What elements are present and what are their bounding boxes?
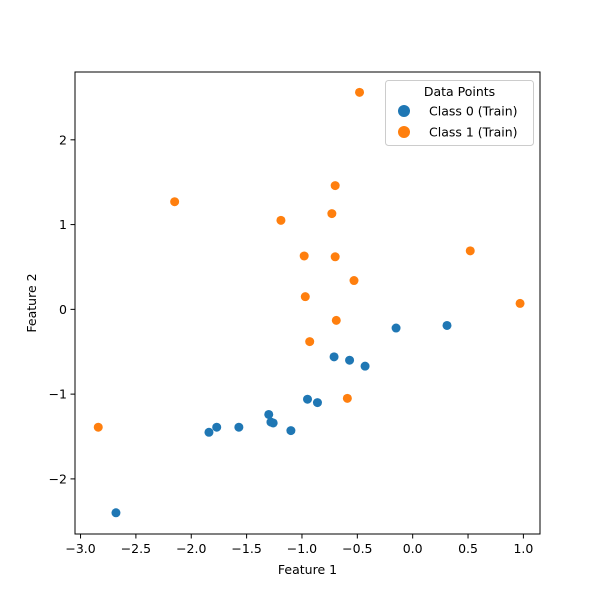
class-0-point [264, 409, 274, 419]
y-tick-label: 2 [59, 132, 67, 147]
legend-box [385, 80, 534, 146]
y-tick-label: −1 [49, 387, 67, 402]
class-0-point [329, 352, 339, 362]
legend-label-class-1: Class 1 (Train) [429, 125, 518, 140]
x-tick-label: −2.5 [121, 541, 151, 556]
legend-title: Data Points [424, 84, 495, 99]
class-1-point [93, 422, 103, 432]
x-tick-label: −0.5 [342, 541, 372, 556]
plot-frame [74, 71, 541, 535]
legend-marker-class-0 [398, 105, 410, 117]
class-0-point [391, 323, 401, 333]
class-0-point [234, 422, 244, 432]
legend-label-class-0: Class 0 (Train) [429, 104, 518, 119]
x-tick-label: 0.0 [403, 541, 423, 556]
x-tick-label: −3.0 [65, 541, 95, 556]
class-1-point [330, 252, 340, 262]
class-1-point [170, 197, 180, 207]
class-0-point [312, 398, 322, 408]
y-axis-ticks: −2 −1 0 1 2 [49, 132, 75, 486]
x-tick-label: −1.5 [231, 541, 261, 556]
class-1-point [305, 337, 315, 347]
class-1-point [327, 209, 337, 219]
x-axis-ticks: −3.0 −2.5 −2.0 −1.5 −1.0 −0.5 0.0 0.5 1.0 [65, 534, 533, 556]
points-layer [93, 87, 525, 518]
class-1-point [342, 393, 352, 403]
class-1-point [300, 292, 310, 302]
class-0-point [442, 320, 452, 330]
class-1-point [276, 215, 286, 225]
class-1-point [331, 315, 341, 325]
class-1-point [299, 251, 309, 261]
x-tick-label: −1.0 [287, 541, 317, 556]
y-tick-label: 0 [59, 302, 67, 317]
legend: Data Points Class 0 (Train) Class 1 (Tra… [385, 80, 534, 146]
class-1-point [330, 181, 340, 191]
class-0-point [204, 427, 214, 437]
y-tick-label: −2 [49, 471, 67, 486]
x-tick-label: −2.0 [176, 541, 206, 556]
class-0-point [111, 508, 121, 518]
class-0-point [212, 422, 222, 432]
y-tick-label: 1 [59, 217, 67, 232]
class-1-point [465, 246, 475, 256]
y-axis-label: Feature 2 [24, 273, 39, 332]
class-1-point [349, 276, 359, 286]
class-0-point [303, 394, 312, 404]
class-0-point [268, 418, 278, 428]
class-0-point [286, 426, 296, 436]
class-1-point [515, 298, 525, 308]
class-0-point [360, 361, 370, 371]
class-1-point [355, 87, 365, 97]
legend-marker-class-1 [398, 126, 410, 138]
x-axis-label: Feature 1 [278, 562, 337, 577]
x-tick-label: 0.5 [458, 541, 478, 556]
x-tick-label: 1.0 [513, 541, 533, 556]
class-0-point [345, 355, 355, 365]
